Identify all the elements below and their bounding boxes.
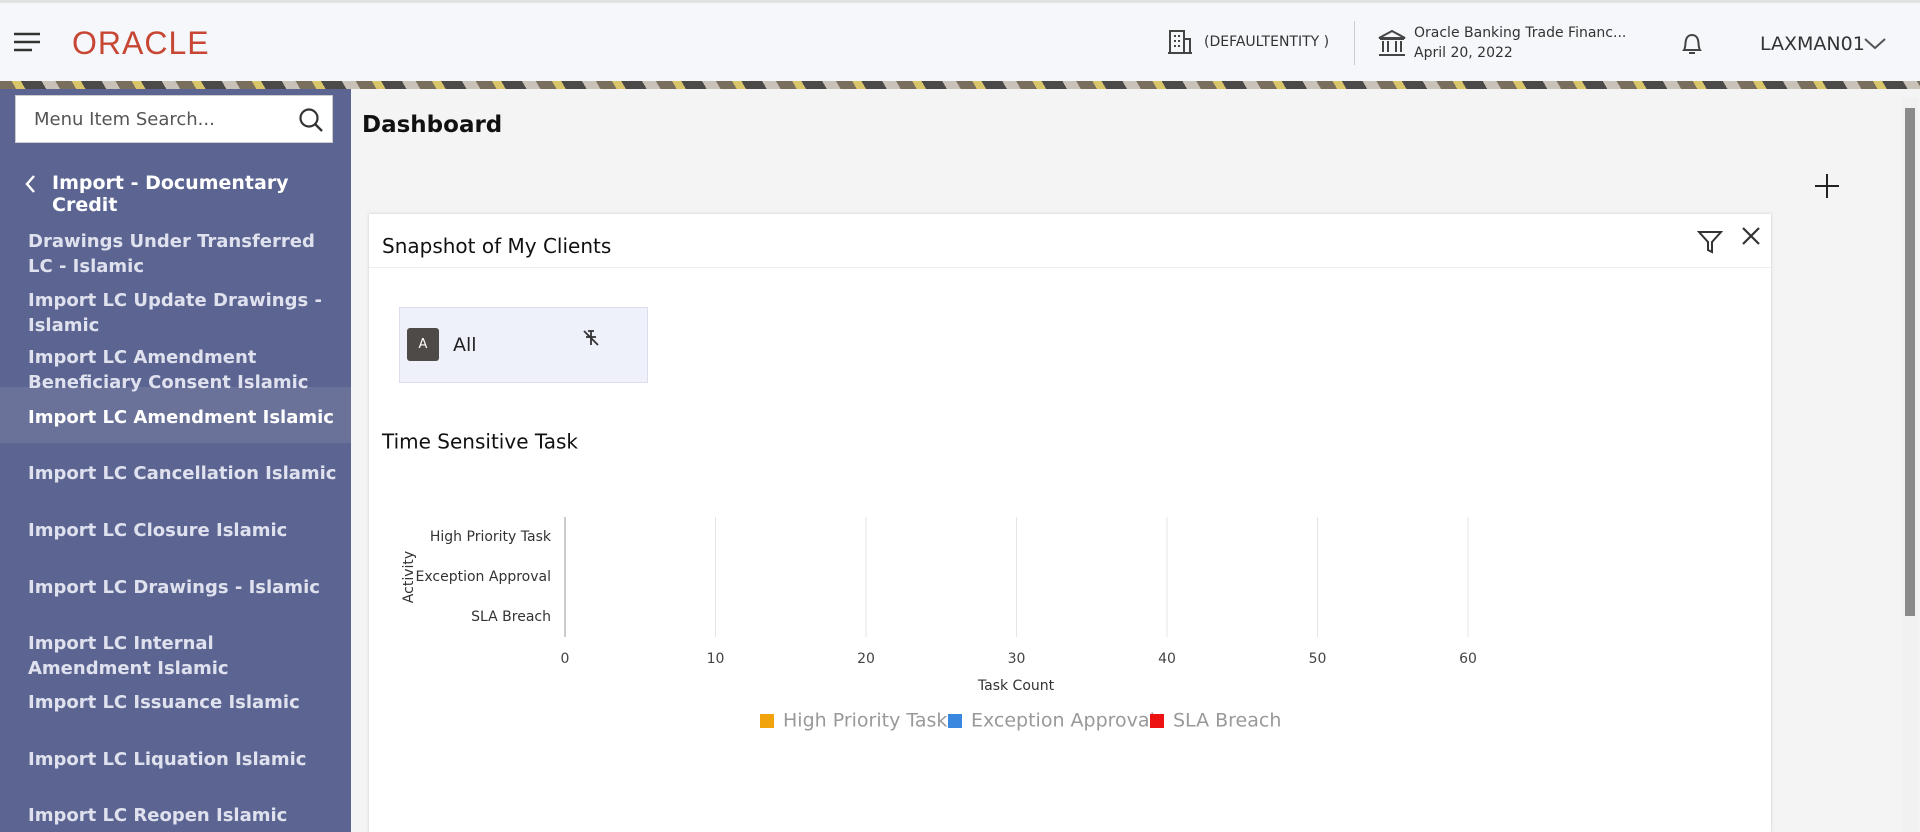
- menu-search[interactable]: Menu Item Search...: [15, 95, 333, 143]
- active-highlight: [0, 387, 351, 443]
- user-menu[interactable]: LAXMAN01: [1760, 33, 1865, 55]
- page-title: Dashboard: [362, 112, 503, 138]
- menu-item[interactable]: Import LC Cancellation Islamic: [28, 463, 337, 484]
- legend-label: SLA Breach: [1173, 710, 1281, 732]
- x-tick-label: 50: [1309, 651, 1327, 667]
- date: April 20, 2022: [1414, 45, 1513, 61]
- close-button[interactable]: [1741, 226, 1761, 246]
- entity-icon: [1168, 30, 1192, 54]
- widget-title: Snapshot of My Clients: [382, 234, 612, 258]
- bank-icon: [1378, 29, 1406, 56]
- menu-item[interactable]: Import LC Closure Islamic: [28, 520, 288, 541]
- x-tick-label: 60: [1459, 651, 1477, 667]
- search-icon[interactable]: [298, 107, 324, 133]
- scrollbar[interactable]: [1902, 98, 1918, 832]
- legend-label: High Priority Task: [783, 710, 947, 732]
- client-tile[interactable]: A All: [399, 307, 648, 383]
- legend-swatch: [1150, 714, 1164, 728]
- menu-item[interactable]: Import LC Internal Amendment Islamic: [28, 633, 229, 679]
- banner: [0, 81, 1920, 89]
- menu-item[interactable]: Import LC Issuance Islamic: [28, 692, 300, 713]
- logo: ORACLE: [72, 25, 210, 61]
- add-widget[interactable]: [1814, 173, 1840, 199]
- client-name: All: [453, 334, 477, 356]
- x-tick-label: 20: [857, 651, 875, 667]
- user-chevron[interactable]: [1864, 37, 1886, 51]
- client-badge: A: [407, 328, 439, 361]
- separator: [1354, 21, 1355, 65]
- search-placeholder: Menu Item Search...: [34, 109, 215, 130]
- menu-button[interactable]: [14, 31, 42, 53]
- x-tick-label: 40: [1158, 651, 1176, 667]
- menu-item[interactable]: Import LC Drawings - Islamic: [28, 577, 320, 598]
- y-axis-title: Activity: [401, 551, 417, 603]
- y-tick-label: SLA Breach: [471, 609, 551, 625]
- widget-card: Snapshot of My Clients A All: [369, 214, 1771, 832]
- x-tick-label: 0: [561, 651, 570, 667]
- legend-swatch: [760, 714, 774, 728]
- menu-item[interactable]: Drawings Under Transferred LC - Islamic: [28, 231, 315, 277]
- menu-item[interactable]: Import LC Liquation Islamic: [28, 749, 307, 770]
- menu-item[interactable]: Import LC Amendment Beneficiary Consent …: [28, 347, 309, 393]
- y-tick-label: High Priority Task: [430, 529, 552, 545]
- sidebar: Menu Item Search... Import - Documentary…: [0, 89, 351, 832]
- section-title[interactable]: Import - Documentary Credit: [52, 172, 289, 216]
- legend-label: Exception Approval: [971, 710, 1155, 732]
- legend-swatch: [948, 714, 962, 728]
- header: ORACLE (DEFAULTENTITY ) Oracle Banking T…: [0, 0, 1920, 81]
- back-arrow[interactable]: [24, 174, 36, 194]
- chart-title: Time Sensitive Task: [381, 430, 578, 454]
- scroll-thumb[interactable]: [1905, 108, 1915, 616]
- notifications[interactable]: [1680, 31, 1704, 57]
- branch[interactable]: Oracle Banking Trade Financ...: [1414, 25, 1627, 41]
- menu-item[interactable]: Import LC Update Drawings - Islamic: [28, 290, 322, 336]
- filter-button[interactable]: [1697, 229, 1723, 255]
- x-axis-title: Task Count: [977, 678, 1055, 694]
- unpin[interactable]: [582, 329, 600, 347]
- x-tick-label: 30: [1008, 651, 1026, 667]
- menu-item[interactable]: Import LC Amendment Islamic: [28, 407, 334, 428]
- entity[interactable]: (DEFAULTENTITY ): [1204, 34, 1330, 50]
- divider: [369, 267, 1771, 268]
- x-tick-label: 10: [707, 651, 725, 667]
- y-tick-label: Exception Approval: [416, 569, 551, 585]
- menu-item[interactable]: Import LC Reopen Islamic: [28, 805, 288, 826]
